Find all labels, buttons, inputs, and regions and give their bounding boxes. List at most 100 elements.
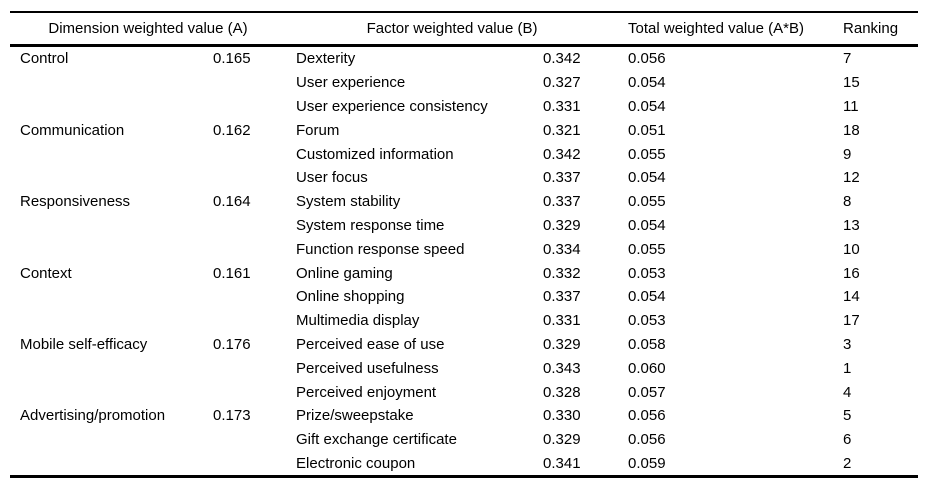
total-value-cell: 0.051: [628, 121, 666, 139]
table-header: Dimension weighted value (A) Factor weig…: [10, 12, 919, 47]
dimension-value-cell: [203, 142, 286, 166]
total-value-cell: 0.055: [628, 193, 666, 211]
factor-name-cell: User experience consistency: [296, 97, 488, 115]
total-value-cell: 0.054: [628, 97, 666, 115]
dimension-value-cell: [203, 214, 286, 238]
factor-name-cell: Perceived ease of use: [296, 335, 445, 353]
dimension-name-cell: [10, 428, 203, 452]
dimension-value-cell: [203, 380, 286, 404]
factor-name-cell: User focus: [296, 169, 368, 187]
total-value-cell: 0.053: [628, 264, 666, 282]
factor-value-cell: 0.330: [543, 407, 581, 425]
total-value-cell: 0.054: [628, 169, 666, 187]
table-row: System response time 0.329 0.054 13: [10, 214, 918, 238]
factor-value-cell: 0.337: [543, 288, 581, 306]
ranking-cell: 11: [843, 97, 859, 115]
factor-value-cell: 0.342: [543, 50, 581, 68]
dimension-value-cell: [203, 237, 286, 261]
ranking-cell: 7: [843, 50, 852, 68]
table-row: Online shopping 0.337 0.054 14: [10, 285, 918, 309]
factor-name-cell: System stability: [296, 193, 401, 211]
header-total-weighted-value: Total weighted value (A*B): [618, 12, 834, 47]
dimension-value-cell: 0.173: [213, 407, 251, 425]
factor-name-cell: User experience: [296, 74, 406, 92]
factor-value-cell: 0.334: [543, 240, 581, 258]
ranking-cell: 2: [843, 454, 852, 472]
factor-name-cell: Function response speed: [296, 240, 465, 258]
factor-value-cell: 0.329: [543, 216, 581, 234]
factor-value-cell: 0.342: [543, 145, 581, 163]
factor-value-cell: 0.327: [543, 74, 581, 92]
factor-value-cell: 0.337: [543, 193, 581, 211]
dimension-name-cell: [10, 166, 203, 190]
dimension-value-cell: 0.165: [213, 50, 251, 68]
factor-name-cell: Electronic coupon: [296, 454, 416, 472]
factor-value-cell: 0.329: [543, 335, 581, 353]
total-value-cell: 0.054: [628, 288, 666, 306]
table-row: Customized information 0.342 0.055 9: [10, 142, 918, 166]
table-row: Gift exchange certificate 0.329 0.056 6: [10, 428, 918, 452]
dimension-value-cell: [203, 309, 286, 333]
table-row: Mobile self-efficacy 0.176 Perceived ease …: [10, 333, 918, 357]
total-value-cell: 0.057: [628, 383, 666, 401]
total-value-cell: 0.054: [628, 216, 666, 234]
table-row: Perceived enjoyment 0.328 0.057 4: [10, 380, 918, 404]
factor-name-cell: Perceived usefulness: [296, 359, 439, 377]
ranking-cell: 3: [843, 335, 852, 353]
factor-name-cell: Customized information: [296, 145, 454, 163]
factor-value-cell: 0.337: [543, 169, 581, 187]
dimension-name-cell: [10, 142, 203, 166]
table-row: Electronic coupon 0.341 0.059 2: [10, 452, 918, 477]
dimension-name-cell: [10, 452, 203, 477]
total-value-cell: 0.053: [628, 312, 666, 330]
header-factor-weighted-value: Factor weighted value (B): [286, 12, 619, 47]
factor-value-cell: 0.328: [543, 383, 581, 401]
ranking-cell: 4: [843, 383, 852, 401]
dimension-value-cell: [203, 166, 286, 190]
dimension-value-cell: 0.164: [213, 193, 251, 211]
factor-value-cell: 0.332: [543, 264, 581, 282]
factor-value-cell: 0.331: [543, 97, 581, 115]
factor-name-cell: Gift exchange certificate: [296, 431, 457, 449]
dimension-name-cell: [10, 356, 203, 380]
header-dimension-weighted-value: Dimension weighted value (A): [10, 12, 287, 47]
factor-name-cell: Online shopping: [296, 288, 405, 306]
total-value-cell: 0.059: [628, 454, 666, 472]
dimension-name-cell: Mobile self-efficacy: [20, 335, 148, 353]
table-row: Responsiveness 0.164 System stability 0.337…: [10, 190, 918, 214]
ranking-cell: 1: [843, 359, 852, 377]
factor-name-cell: Perceived enjoyment: [296, 383, 437, 401]
total-value-cell: 0.056: [628, 431, 666, 449]
header-row: Dimension weighted value (A) Factor weig…: [10, 12, 919, 47]
table-row: Function response speed 0.334 0.055 10: [10, 237, 918, 261]
ranking-cell: 8: [843, 193, 852, 211]
factor-value-cell: 0.341: [543, 454, 581, 472]
dimension-name-cell: Context: [20, 264, 72, 282]
dimension-name-cell: Responsiveness: [20, 193, 131, 211]
dimension-name-cell: Control: [20, 50, 69, 68]
total-value-cell: 0.060: [628, 359, 666, 377]
weighted-values-table: Dimension weighted value (A) Factor weig…: [10, 11, 919, 479]
table-row: Communication 0.162 Forum 0.321 0.051 18: [10, 118, 918, 142]
factor-name-cell: Online gaming: [296, 264, 393, 282]
dimension-value-cell: [203, 356, 286, 380]
ranking-cell: 12: [843, 169, 860, 187]
dimension-name-cell: Communication: [20, 121, 125, 139]
total-value-cell: 0.058: [628, 335, 666, 353]
table-row: Advertising/promotion 0.173 Prize/sweepsta…: [10, 404, 918, 428]
ranking-cell: 18: [843, 121, 860, 139]
factor-name-cell: System response time: [296, 216, 445, 234]
table-row: User experience consistency 0.331 0.054 11: [10, 95, 918, 119]
factor-name-cell: Forum: [296, 121, 340, 139]
dimension-name-cell: [10, 380, 203, 404]
total-value-cell: 0.056: [628, 407, 666, 425]
dimension-name-cell: [10, 95, 203, 119]
dimension-name-cell: [10, 214, 203, 238]
dimension-value-cell: [203, 285, 286, 309]
ranking-cell: 17: [843, 312, 860, 330]
factor-name-cell: Dexterity: [296, 50, 356, 68]
dimension-name-cell: [10, 285, 203, 309]
table-row: User experience 0.327 0.054 15: [10, 71, 918, 95]
ranking-cell: 13: [843, 216, 860, 234]
